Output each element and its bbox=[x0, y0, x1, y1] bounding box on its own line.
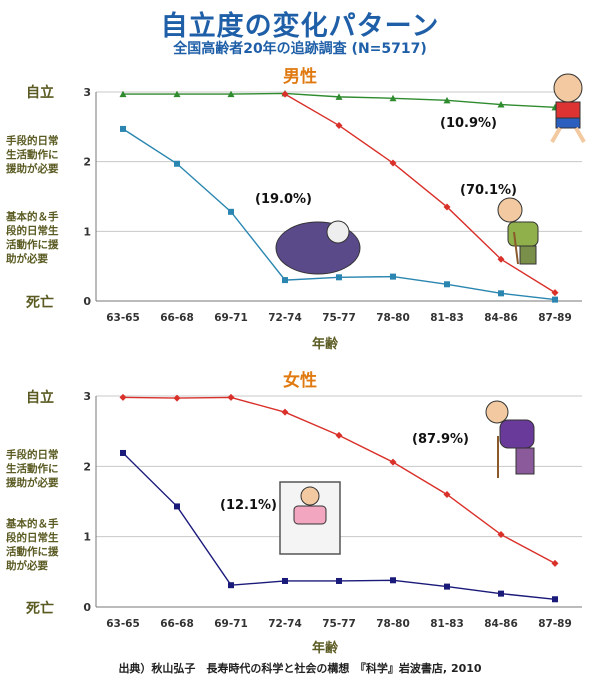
chart-title-male: 男性 bbox=[283, 67, 317, 87]
data-point bbox=[173, 90, 181, 98]
x-axis-label-female: 年齢 bbox=[311, 641, 338, 656]
x-tick-label: 66-68 bbox=[160, 312, 194, 324]
line-chart-female: 0 1 2 3 63-65 66-68 69-71 72-74 75-77 78-80 81-83 8… bbox=[83, 390, 582, 630]
data-point bbox=[282, 277, 288, 284]
x-tick-label: 63-65 bbox=[106, 312, 140, 324]
data-point bbox=[497, 531, 505, 539]
data-point bbox=[551, 289, 559, 297]
x-tick-label: 78-80 bbox=[376, 618, 410, 630]
line-chart-male: 0 1 2 3 63-65 66-68 69-71 72-74 75-77 78-80 81-83 8… bbox=[83, 73, 586, 324]
x-tick-label: 69-71 bbox=[214, 312, 248, 324]
x-tick-label: 72-74 bbox=[268, 618, 302, 630]
data-point bbox=[390, 577, 396, 584]
series-line bbox=[284, 93, 556, 294]
data-point bbox=[497, 101, 505, 108]
data-point bbox=[389, 458, 397, 466]
y-tick-label: 2 bbox=[83, 156, 91, 169]
data-point bbox=[498, 290, 504, 297]
y-level-death-2: 死亡 bbox=[26, 601, 54, 617]
chart-title-female: 女性 bbox=[283, 371, 317, 391]
x-tick-label: 78-80 bbox=[376, 312, 410, 324]
y-tick-label: 3 bbox=[83, 390, 91, 403]
data-point bbox=[228, 208, 234, 215]
x-axis-label-male: 年齢 bbox=[311, 337, 338, 352]
x-tick-label: 84-86 bbox=[484, 618, 518, 630]
page-subtitle: 全国高齢者20年の追跡調査 (N=5717) bbox=[173, 41, 427, 57]
x-tick-label: 87-89 bbox=[538, 312, 572, 324]
y-level-badl: 基本的＆手 段的日常生 活動作に援 助が必要 bbox=[6, 211, 59, 265]
data-point bbox=[119, 393, 127, 401]
data-point bbox=[443, 96, 451, 104]
data-point bbox=[444, 583, 450, 590]
x-tick-label: 75-77 bbox=[322, 618, 356, 630]
data-point bbox=[335, 93, 343, 100]
data-point bbox=[552, 596, 558, 603]
data-point bbox=[336, 577, 342, 584]
x-tick-label: 87-89 bbox=[538, 618, 572, 630]
data-point bbox=[119, 90, 127, 98]
data-point bbox=[281, 90, 289, 98]
y-level-independent-2: 自立 bbox=[26, 390, 54, 406]
y-tick-label: 0 bbox=[83, 295, 91, 308]
y-level-independent: 自立 bbox=[26, 85, 54, 101]
x-tick-label: 69-71 bbox=[214, 618, 248, 630]
data-point bbox=[227, 90, 235, 98]
elderly-woman-with-cane-illustration bbox=[485, 400, 535, 478]
elderly-man-with-cane-illustration bbox=[497, 197, 539, 265]
y-tick-label: 3 bbox=[83, 86, 91, 99]
source-citation: 出典）秋山弘子 長寿時代の科学と社会の構想 『科学』岩波書店, 2010 bbox=[118, 662, 482, 675]
y-level-death: 死亡 bbox=[26, 295, 54, 311]
bedridden-person-illustration bbox=[275, 220, 361, 275]
data-point bbox=[173, 394, 181, 402]
x-tick-label: 72-74 bbox=[268, 312, 302, 324]
data-point bbox=[498, 590, 504, 597]
y-level-iadl: 手段的日常 生活動作に 援助が必要 bbox=[6, 135, 59, 175]
x-tick-label: 63-65 bbox=[106, 618, 140, 630]
data-label-red-female: (87.9%) bbox=[412, 432, 469, 447]
data-point bbox=[443, 203, 451, 211]
x-tick-label: 75-77 bbox=[322, 312, 356, 324]
x-tick-label: 81-83 bbox=[430, 618, 464, 630]
data-point bbox=[335, 121, 343, 129]
data-point bbox=[551, 559, 559, 567]
data-label-red-male: (70.1%) bbox=[460, 183, 517, 198]
y-level-badl-2: 基本的＆手 段的日常生 活動作に援 助が必要 bbox=[6, 518, 59, 572]
x-tick-label: 66-68 bbox=[160, 618, 194, 630]
page-title: 自立度の変化パターン bbox=[160, 11, 440, 42]
y-tick-label: 2 bbox=[83, 460, 91, 473]
data-point bbox=[497, 255, 505, 263]
data-label-teal-male: (19.0%) bbox=[255, 192, 312, 207]
data-point bbox=[389, 159, 397, 167]
data-point bbox=[174, 160, 180, 167]
data-point bbox=[443, 490, 451, 498]
y-level-iadl-2: 手段的日常 生活動作に 援助が必要 bbox=[6, 449, 59, 489]
y-tick-label: 0 bbox=[83, 601, 91, 614]
data-point bbox=[390, 273, 396, 280]
data-label-navy-female: (12.1%) bbox=[220, 498, 277, 513]
y-tick-label: 1 bbox=[83, 225, 91, 238]
data-point bbox=[120, 125, 126, 132]
data-point bbox=[120, 449, 126, 456]
active-elderly-man-illustration bbox=[550, 73, 586, 143]
data-point bbox=[227, 393, 235, 401]
data-point bbox=[281, 408, 289, 416]
x-tick-label: 81-83 bbox=[430, 312, 464, 324]
data-label-green-male: (10.9%) bbox=[440, 116, 497, 131]
y-tick-label: 1 bbox=[83, 531, 91, 544]
x-tick-label: 84-86 bbox=[484, 312, 518, 324]
data-point bbox=[228, 582, 234, 589]
data-point bbox=[335, 431, 343, 439]
woman-in-bed-illustration bbox=[279, 481, 341, 555]
data-point bbox=[282, 577, 288, 584]
data-point bbox=[389, 94, 397, 102]
data-point bbox=[444, 281, 450, 288]
data-point bbox=[174, 503, 180, 510]
data-point bbox=[552, 296, 558, 303]
data-point bbox=[336, 274, 342, 281]
